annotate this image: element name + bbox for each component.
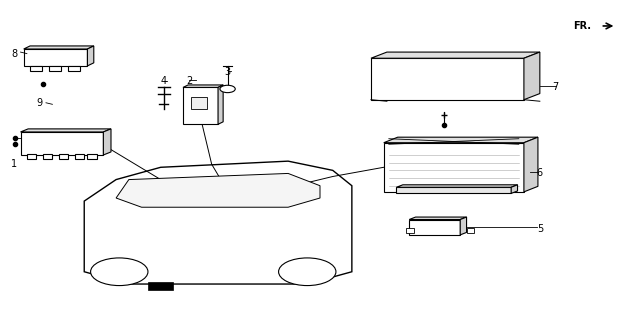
- Text: 1: 1: [11, 159, 17, 169]
- Polygon shape: [116, 173, 320, 207]
- Circle shape: [278, 258, 336, 286]
- Bar: [49, 66, 61, 70]
- Text: 6: 6: [537, 168, 543, 179]
- Bar: [384, 143, 524, 192]
- Polygon shape: [24, 46, 94, 49]
- Text: FR.: FR.: [573, 21, 591, 31]
- Text: 8: 8: [11, 49, 17, 59]
- Polygon shape: [84, 161, 352, 284]
- Bar: [24, 49, 88, 66]
- Polygon shape: [511, 185, 518, 193]
- Text: 3: 3: [225, 67, 230, 77]
- Polygon shape: [524, 52, 540, 100]
- Bar: [409, 219, 460, 235]
- Bar: [148, 282, 173, 290]
- Polygon shape: [183, 85, 223, 87]
- Bar: [27, 154, 36, 159]
- Text: 9: 9: [36, 98, 43, 108]
- Bar: [467, 228, 474, 233]
- Bar: [191, 97, 207, 109]
- Bar: [396, 187, 511, 193]
- Circle shape: [220, 85, 236, 93]
- Text: 5: 5: [537, 224, 543, 234]
- Bar: [43, 154, 52, 159]
- Circle shape: [91, 258, 148, 286]
- Bar: [406, 228, 413, 233]
- Bar: [20, 132, 103, 155]
- Bar: [30, 66, 42, 70]
- Polygon shape: [409, 217, 467, 219]
- Bar: [371, 58, 524, 100]
- Text: 2: 2: [186, 76, 193, 86]
- Text: 4: 4: [161, 76, 167, 86]
- Polygon shape: [103, 129, 111, 155]
- Bar: [59, 154, 68, 159]
- Polygon shape: [218, 85, 223, 124]
- Bar: [75, 154, 84, 159]
- Polygon shape: [20, 129, 111, 132]
- Polygon shape: [524, 137, 538, 192]
- Polygon shape: [384, 137, 538, 143]
- Bar: [183, 87, 218, 124]
- Polygon shape: [460, 217, 467, 235]
- Bar: [68, 66, 80, 70]
- Polygon shape: [371, 52, 540, 58]
- Polygon shape: [396, 185, 518, 187]
- Text: 7: 7: [553, 82, 559, 92]
- Polygon shape: [88, 46, 94, 66]
- Bar: [88, 154, 97, 159]
